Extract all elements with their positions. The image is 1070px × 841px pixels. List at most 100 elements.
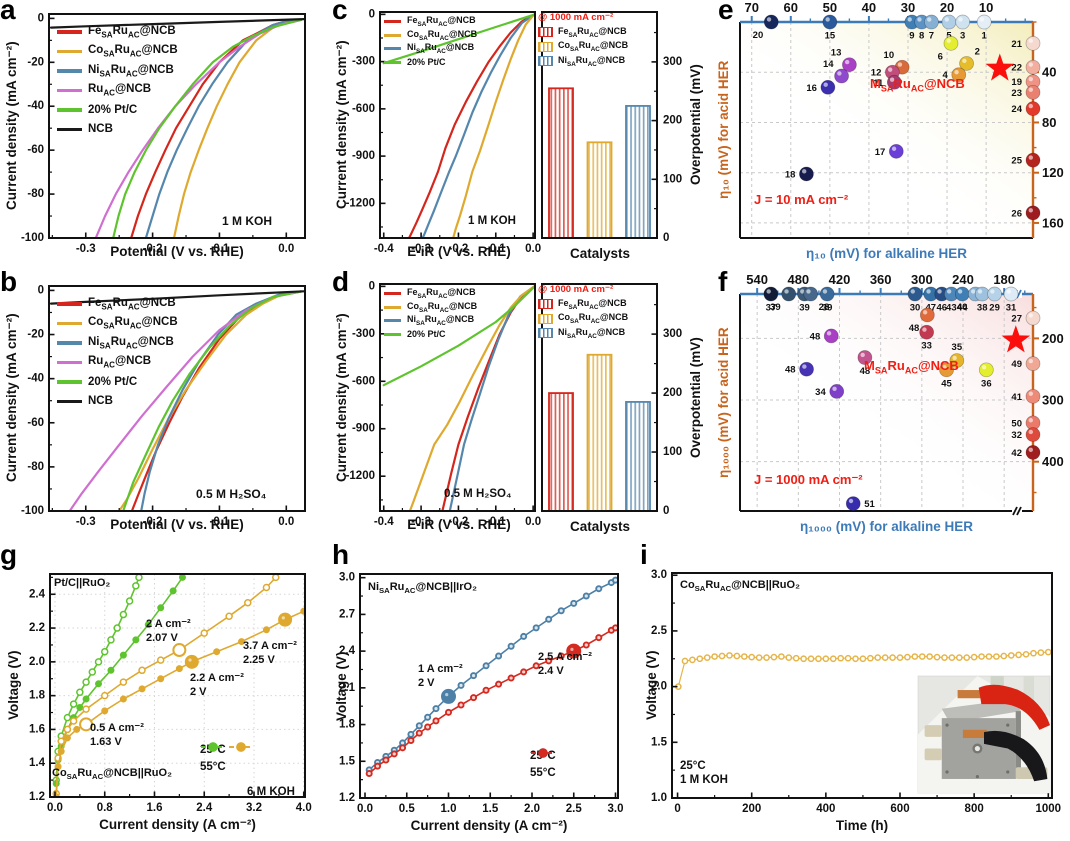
series-20-pt-c <box>112 18 303 238</box>
panel-f: f 540 480 420 360 300 240 180 200 300 400 37 39 39 28… <box>716 266 1070 545</box>
series-20-pt-c <box>122 290 303 511</box>
series-ruac-ncb <box>68 290 303 511</box>
tick-label: 21 <box>1011 39 1022 50</box>
series-ncb <box>49 18 305 29</box>
series-fesaruac-ncb <box>408 13 535 238</box>
tick-label: -0.2 <box>143 243 163 255</box>
catalyst-point-48 <box>823 328 839 344</box>
tick-label: -900 <box>352 150 375 162</box>
tick-label: -0.4 <box>374 516 394 528</box>
catalyst-point-28 <box>803 286 819 302</box>
star-msaruac-ncb <box>985 53 1015 81</box>
tick-label: 46 <box>936 303 947 314</box>
tick-label: 24 <box>1011 104 1022 115</box>
tick-label: 48 <box>785 365 796 376</box>
tick-label: 43 <box>946 303 957 314</box>
chart-h: 0.0 0.5 1.0 1.5 2.0 2.5 3.0 1.2 1.5 1.8 2.1 2.4 2.7 3… <box>339 572 623 815</box>
tick-label: -300 <box>352 328 375 340</box>
tick-label: -100 <box>21 232 44 244</box>
panel-c: c -0.4 -0.3 -0.2 -0.1 0.0 0 -300 -600 -900 -1200 0… <box>332 0 718 272</box>
tick-label: 10 <box>979 0 993 15</box>
catalyst-point-6 <box>943 35 959 51</box>
panel-letter-a: a <box>0 0 16 25</box>
tick-label: -100 <box>21 505 44 517</box>
tick-label: -0.2 <box>449 516 469 528</box>
catalyst-point-21 <box>1025 35 1041 51</box>
tick-label: 1.5 <box>482 803 499 815</box>
catalyst-point-49 <box>1025 356 1041 372</box>
tick-label: 300 <box>911 272 933 287</box>
tick-label: 1000 <box>1035 803 1061 815</box>
tick-label: 1.0 <box>651 792 667 804</box>
series-nisaruac-ncb <box>140 290 303 511</box>
series-20-pt-c <box>382 286 535 387</box>
tick-label: 42 <box>1011 448 1022 459</box>
tick-label: 2.5 <box>566 803 583 815</box>
tick-label: 200 <box>1042 331 1064 346</box>
tick-label: 18 <box>785 169 796 180</box>
tick-label: 22 <box>1011 63 1022 74</box>
bar-cosaruac-ncb <box>586 353 613 512</box>
tick-label: 47 <box>925 303 936 314</box>
catalyst-point-48 <box>799 361 814 377</box>
tick-label: -0.1 <box>486 516 506 528</box>
panel-letter-e: e <box>718 0 734 25</box>
bar-nisaruac-ncb <box>625 401 651 512</box>
tick-label: -1200 <box>346 470 375 482</box>
catalyst-point-11 <box>886 74 902 90</box>
catalyst-point-24 <box>1025 101 1041 117</box>
tick-label: 0.5 <box>399 803 416 815</box>
tick-label: 80 <box>1042 115 1056 130</box>
tick-label: 12 <box>871 68 882 79</box>
tick-label: 2.7 <box>339 608 355 620</box>
tick-label: 0.8 <box>97 802 114 814</box>
catalyst-point-29 <box>987 286 1002 302</box>
series-ruac-ncb <box>94 19 303 238</box>
tick-label: 31 <box>1006 303 1017 314</box>
catalyst-point-25 <box>1025 152 1041 168</box>
tick-label: -0.3 <box>411 516 431 528</box>
tick-label: 0.0 <box>278 516 294 528</box>
tick-label: 0.0 <box>525 516 541 528</box>
panel-letter-f: f <box>718 266 728 297</box>
tick-label: 38 <box>977 303 988 314</box>
tick-label: 0.0 <box>525 243 541 255</box>
catalyst-point-30 <box>907 286 923 302</box>
tick-label: 9 <box>909 31 914 42</box>
tick-label: 200 <box>663 115 682 127</box>
tick-label: 2.2 <box>29 622 45 634</box>
tick-label: 240 <box>952 272 974 287</box>
tick-label: 2.5 <box>651 625 668 637</box>
tick-label: 25 <box>1011 156 1022 167</box>
tick-label: 2.4 <box>196 802 213 814</box>
tick-label: 11 <box>873 78 884 89</box>
tick-label: 20 <box>940 0 954 15</box>
series-cosaruac-ncb <box>408 285 535 511</box>
tick-label: 0.0 <box>47 802 63 814</box>
catalyst-point-38 <box>974 286 990 302</box>
series-cosaruac-ncb <box>118 290 303 511</box>
tick-label: -60 <box>27 144 44 156</box>
tick-label: 37 <box>766 303 777 314</box>
tick-label: 48 <box>860 366 871 377</box>
tick-label: 20 <box>753 30 764 41</box>
panel-letter-c: c <box>332 0 348 25</box>
tick-label: -1200 <box>346 197 375 209</box>
tick-label: 160 <box>1042 215 1064 230</box>
tick-label: 2.0 <box>29 656 45 668</box>
tick-label: 1.0 <box>441 803 457 815</box>
catalyst-point-7 <box>924 14 939 30</box>
chart-b: -0.3 -0.2 -0.1 0.0 0 -20 -40 -60 -80 -100 <box>21 284 306 528</box>
tick-label: 36 <box>981 378 992 389</box>
tick-label: 3.0 <box>339 572 355 584</box>
panel-letter-h: h <box>332 539 350 570</box>
tick-label: 3 <box>960 31 965 42</box>
tick-label: -900 <box>352 423 375 435</box>
tick-label: 50 <box>823 0 837 15</box>
tick-label: 800 <box>965 803 984 815</box>
panel-g: g 0.0 0.8 1.6 2.4 3.2 4.0 1.2 1.4 1.6 1.8 2.0 2.2 2.… <box>0 539 345 841</box>
bar-fesaruac-ncb <box>548 392 574 512</box>
tick-label: 32 <box>1011 430 1022 441</box>
tick-label: -0.3 <box>76 243 96 255</box>
